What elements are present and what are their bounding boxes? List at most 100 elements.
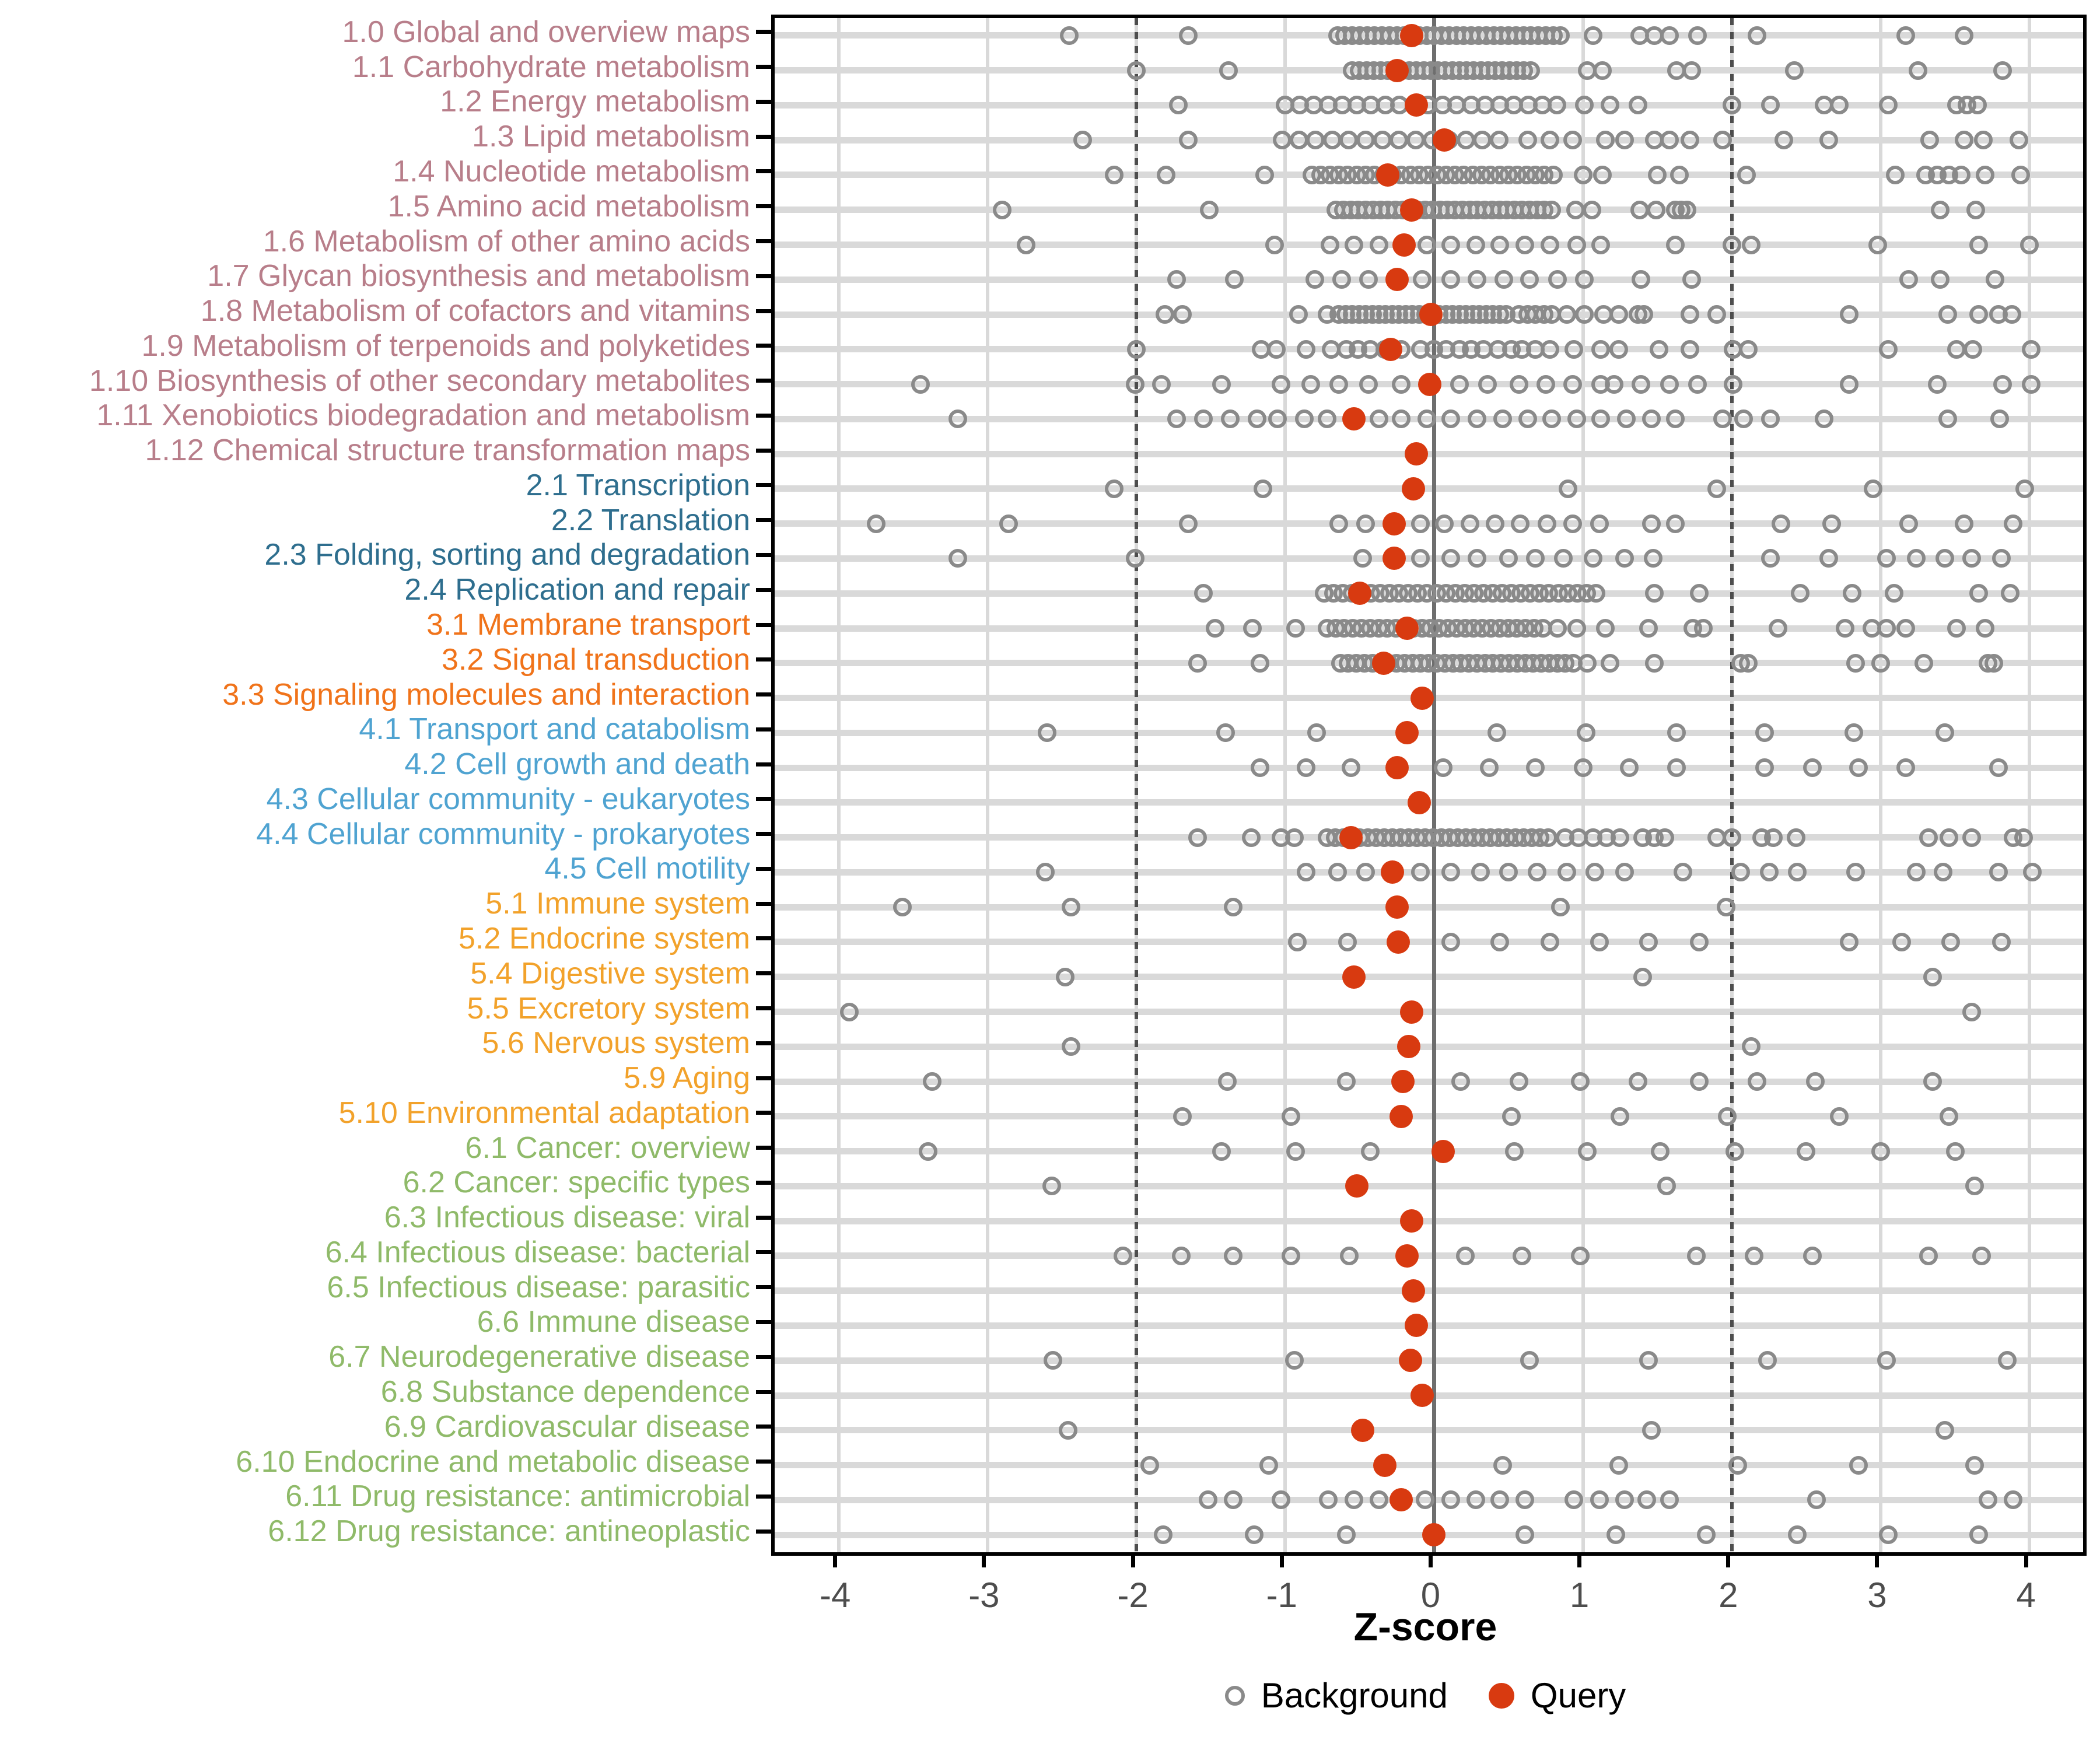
background-point — [1670, 165, 1689, 184]
background-point — [1642, 1420, 1661, 1440]
background-point — [1104, 479, 1124, 498]
background-point — [1741, 235, 1760, 254]
query-point — [1382, 512, 1406, 536]
query-point — [1339, 825, 1363, 849]
y-axis-tick — [756, 971, 771, 976]
background-point — [1582, 200, 1601, 219]
background-point — [1907, 863, 1926, 882]
background-point — [1660, 1490, 1679, 1510]
background-point — [1899, 270, 1919, 289]
background-point-icon — [1224, 1685, 1245, 1706]
query-point — [1422, 1523, 1446, 1547]
background-point — [1871, 653, 1890, 673]
x-tick-label: -4 — [820, 1576, 851, 1615]
x-axis-tick — [833, 1552, 838, 1567]
background-point — [1978, 1490, 1997, 1510]
category-label: 1.0 Global and overview maps — [342, 15, 751, 49]
y-axis-tick — [756, 1460, 771, 1464]
background-point — [1301, 374, 1320, 394]
y-axis-tick — [756, 657, 771, 662]
background-point — [1595, 619, 1615, 638]
background-point — [999, 514, 1018, 533]
background-point — [993, 200, 1012, 219]
query-point — [1390, 1488, 1413, 1512]
category-label: 1.1 Carbohydrate metabolism — [352, 50, 750, 84]
background-point — [1527, 863, 1546, 882]
background-point — [1611, 1107, 1630, 1126]
background-point — [1849, 758, 1868, 778]
gridline-horizontal — [775, 1427, 2083, 1434]
background-point — [1271, 374, 1290, 394]
background-point — [1595, 131, 1615, 150]
background-point — [1962, 828, 1981, 847]
background-point — [1247, 410, 1266, 429]
background-point — [1167, 270, 1186, 289]
background-point — [1223, 898, 1242, 917]
query-point — [1392, 233, 1416, 257]
background-point — [1306, 270, 1325, 289]
gridline-vertical — [836, 18, 841, 1552]
query-point — [1433, 128, 1457, 152]
query-point-icon — [1488, 1682, 1514, 1709]
background-point — [1682, 61, 1701, 80]
background-point — [1606, 1525, 1625, 1545]
background-point — [1935, 723, 1954, 743]
background-point — [1600, 96, 1619, 115]
background-point — [1544, 165, 1563, 184]
query-point — [1397, 1035, 1421, 1059]
background-point — [1296, 340, 1315, 359]
background-point — [1722, 828, 1741, 847]
y-axis-tick — [756, 65, 771, 69]
background-point — [1286, 1142, 1306, 1161]
background-point — [1416, 1490, 1435, 1510]
background-point — [1250, 653, 1269, 673]
y-axis-tick — [756, 901, 771, 906]
background-point — [893, 898, 912, 917]
background-point — [1516, 1490, 1535, 1510]
dashed-reference-line — [1135, 18, 1139, 1552]
background-point — [1259, 1455, 1279, 1475]
background-point — [1563, 131, 1582, 150]
background-point — [1576, 723, 1595, 743]
background-point — [1055, 967, 1074, 986]
background-point — [1406, 131, 1425, 150]
x-axis-title: Z-score — [1353, 1605, 1497, 1649]
background-point — [1468, 270, 1487, 289]
background-point — [1471, 863, 1490, 882]
y-axis-tick — [756, 274, 771, 278]
background-point — [1152, 374, 1171, 394]
background-point — [2023, 863, 2042, 882]
background-point — [2014, 828, 2033, 847]
background-point — [911, 374, 930, 394]
background-point — [1984, 653, 2003, 673]
background-point — [1609, 1455, 1628, 1475]
background-point — [1665, 410, 1685, 429]
background-point — [1681, 131, 1700, 150]
background-point — [1992, 549, 2011, 568]
category-label: 5.2 Endocrine system — [458, 921, 750, 956]
background-point — [1786, 828, 1805, 847]
legend-item-background: Background — [1224, 1675, 1448, 1716]
background-point — [1559, 479, 1578, 498]
y-axis-tick — [756, 483, 771, 488]
background-point — [1741, 1037, 1760, 1056]
background-point — [1493, 1455, 1512, 1475]
background-point — [1990, 410, 2010, 429]
y-axis-tick — [756, 379, 771, 383]
background-point — [1941, 932, 1960, 951]
background-point — [1643, 549, 1662, 568]
background-point — [1220, 410, 1240, 429]
x-tick-label: 1 — [1569, 1576, 1590, 1615]
background-point — [1871, 1142, 1890, 1161]
category-label: 1.4 Nucleotide metabolism — [393, 154, 750, 188]
category-label: 6.7 Neurodegenerative disease — [328, 1340, 750, 1374]
background-point — [1632, 270, 1651, 289]
background-point — [1989, 863, 2008, 882]
query-point — [1395, 617, 1419, 640]
background-point — [1456, 1246, 1475, 1265]
background-point — [1451, 1072, 1471, 1091]
background-point — [1125, 374, 1144, 394]
category-label: 6.11 Drug resistance: antimicrobial — [285, 1479, 750, 1514]
category-label: 1.3 Lipid metabolism — [472, 120, 750, 154]
category-label: 2.1 Transcription — [526, 468, 750, 502]
